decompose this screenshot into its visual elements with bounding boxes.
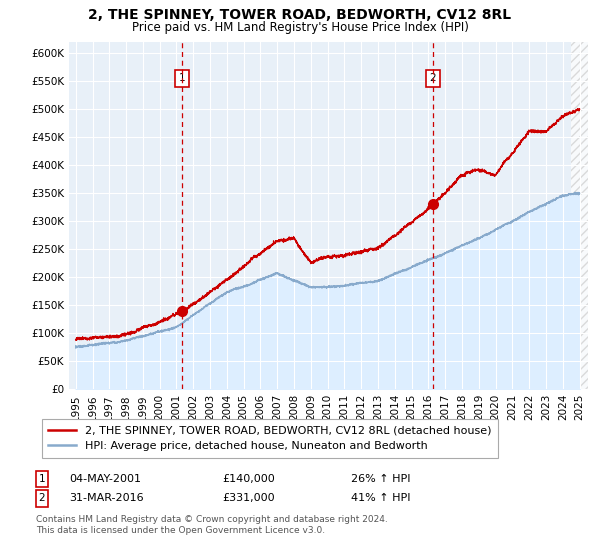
Text: 1: 1	[179, 73, 185, 83]
Bar	[571, 42, 588, 389]
Text: This data is licensed under the Open Government Licence v3.0.: This data is licensed under the Open Gov…	[36, 526, 325, 535]
Text: £331,000: £331,000	[222, 493, 275, 503]
Text: Contains HM Land Registry data © Crown copyright and database right 2024.: Contains HM Land Registry data © Crown c…	[36, 515, 388, 524]
Text: 2: 2	[38, 493, 46, 503]
Text: Price paid vs. HM Land Registry's House Price Index (HPI): Price paid vs. HM Land Registry's House …	[131, 21, 469, 34]
Text: 1: 1	[38, 474, 46, 484]
Text: 04-MAY-2001: 04-MAY-2001	[69, 474, 141, 484]
Text: 41% ↑ HPI: 41% ↑ HPI	[351, 493, 410, 503]
Text: £140,000: £140,000	[222, 474, 275, 484]
Legend: 2, THE SPINNEY, TOWER ROAD, BEDWORTH, CV12 8RL (detached house), HPI: Average pr: 2, THE SPINNEY, TOWER ROAD, BEDWORTH, CV…	[41, 419, 498, 458]
Text: 31-MAR-2016: 31-MAR-2016	[69, 493, 143, 503]
Text: 2, THE SPINNEY, TOWER ROAD, BEDWORTH, CV12 8RL: 2, THE SPINNEY, TOWER ROAD, BEDWORTH, CV…	[88, 8, 512, 22]
Text: 2: 2	[430, 73, 436, 83]
Text: 26% ↑ HPI: 26% ↑ HPI	[351, 474, 410, 484]
